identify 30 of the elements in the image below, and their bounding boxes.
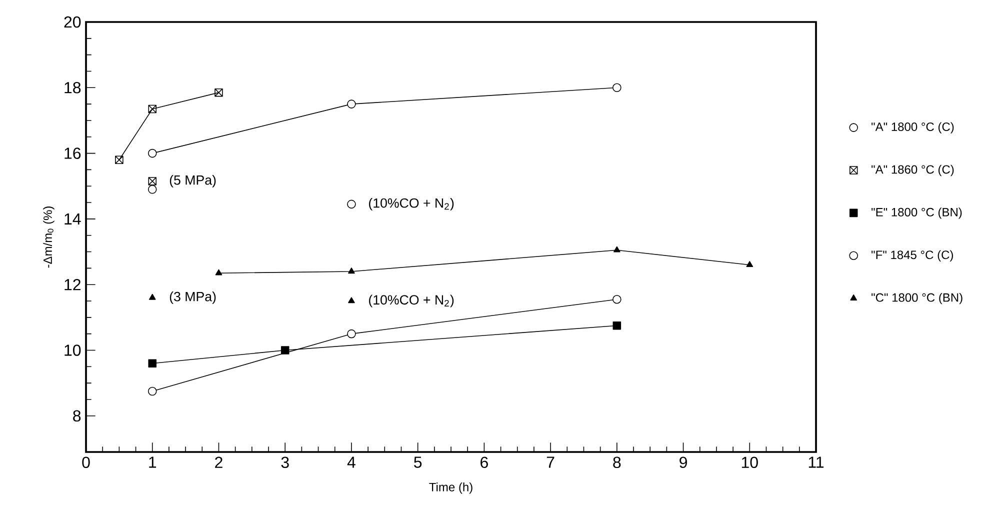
y-tick-label: 16 xyxy=(64,148,81,159)
y-tick-label: 12 xyxy=(64,279,80,290)
x-tick-label: 7 xyxy=(546,456,554,468)
x-tick-label: 4 xyxy=(347,456,356,468)
x-tick-label: 5 xyxy=(414,456,422,468)
x-axis-title: Time (h) xyxy=(429,482,472,494)
y-axis-title: -Δm/m$_{0}$ (%) xyxy=(43,206,54,268)
x-tick-label: 2 xyxy=(215,456,222,468)
x-tick-label: 3 xyxy=(281,456,289,468)
x-tick-label: 1 xyxy=(149,456,156,468)
x-tick-label: 8 xyxy=(613,456,621,468)
legend-label: "A" 1860 °C (C) xyxy=(872,164,954,176)
y-tick-label: 8 xyxy=(73,410,81,422)
series-label: (3 MPa) xyxy=(170,292,216,304)
y-tick-label: 14 xyxy=(64,213,81,224)
series-label: (5 MPa) xyxy=(170,174,216,188)
y-tick-label: 20 xyxy=(64,16,81,28)
legend-label: "A" 1800 °C (C) xyxy=(872,122,954,134)
series-label: (10%CO + N$_{2}$) xyxy=(369,198,454,210)
x-tick-label: 11 xyxy=(808,456,824,468)
legend-label: "F" 1845 °C (C) xyxy=(872,250,953,262)
legend-label: "C" 1800 °C (BN) xyxy=(872,292,962,304)
series-label: (10%CO + N$_{2}$) xyxy=(369,294,454,308)
x-tick-label: 6 xyxy=(480,456,488,468)
x-tick-label: 9 xyxy=(680,456,687,468)
legend-label: "E" 1800 °C (BN) xyxy=(872,208,962,219)
y-tick-label: 18 xyxy=(64,82,81,94)
x-tick-label: 10 xyxy=(742,456,758,468)
y-tick-label: 10 xyxy=(64,344,81,356)
x-tick-label: 0 xyxy=(82,456,90,468)
